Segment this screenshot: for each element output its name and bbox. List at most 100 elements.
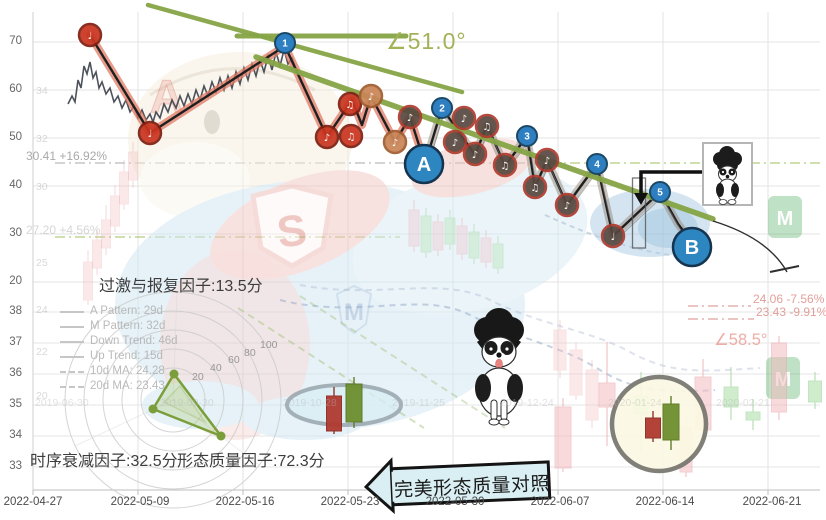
measure-box — [631, 177, 647, 249]
candle-body — [585, 369, 599, 421]
candle — [554, 398, 572, 472]
candle-body — [408, 209, 420, 247]
callout-arrow-joint — [391, 471, 401, 502]
trend-line — [253, 54, 716, 222]
radar-chart — [64, 291, 282, 509]
wave-marker — [77, 22, 103, 48]
candle-body — [745, 411, 761, 421]
radar-ring — [83, 310, 263, 490]
legend-swatch — [60, 356, 84, 358]
dog-mascot-large — [474, 308, 524, 426]
radar-spoke — [172, 291, 178, 401]
candle-body — [492, 243, 504, 269]
dog-mascot-box — [702, 142, 753, 206]
pattern-compare-ellipse — [285, 383, 403, 427]
wave-marker — [492, 152, 518, 178]
candle-body — [808, 380, 822, 403]
pivot-number-label: 3 — [524, 132, 530, 143]
candle — [553, 320, 567, 378]
wave-marker — [314, 124, 340, 150]
wave-marker — [462, 141, 488, 167]
radar-spoke — [172, 399, 260, 466]
wave-marker — [358, 83, 384, 109]
candle — [808, 372, 822, 409]
candle — [745, 399, 761, 430]
superhero-dog-watermark: S — [115, 52, 588, 440]
radar-polygon — [151, 372, 223, 438]
candle-body — [432, 221, 444, 251]
callout-arrow — [363, 457, 552, 515]
pivot-number-badge — [274, 32, 296, 54]
callout-arrow-body — [388, 460, 552, 507]
music-note-icon: ♫ — [483, 122, 492, 133]
candle — [119, 160, 129, 210]
candle-body — [420, 215, 432, 253]
radar-vertex-dot — [216, 431, 226, 441]
candle — [83, 250, 93, 305]
green-logo-letter: M — [777, 208, 794, 230]
highlight-over-layer — [285, 374, 709, 474]
radar-ring — [102, 329, 244, 471]
trend-line-layer — [145, 2, 716, 222]
candle — [432, 214, 444, 256]
candle — [92, 230, 102, 275]
candle-body — [554, 406, 572, 469]
candle — [645, 411, 661, 442]
radar-polygon-inner — [162, 384, 208, 424]
music-note-icon: ♫ — [346, 100, 355, 111]
trend-dashed-green-2 — [299, 295, 506, 429]
wave-marker — [337, 91, 363, 117]
music-note-icon: ♫ — [531, 183, 540, 194]
pivot-number-label: 2 — [439, 104, 445, 115]
pivot-number-badge — [586, 153, 608, 175]
m-badge-pentagon — [335, 284, 373, 335]
price-line-layer — [67, 46, 296, 125]
hero-head-outline — [149, 67, 316, 97]
radar-vertex-dot — [169, 369, 179, 379]
pivot-number-label: 1 — [282, 39, 288, 50]
hero-arm-right — [352, 165, 588, 315]
m-badge-letter: M — [344, 299, 364, 326]
music-note-icon: ♪ — [544, 156, 550, 167]
m-pattern-watermark: M — [335, 284, 373, 335]
candle — [456, 218, 468, 260]
wave-marker — [474, 113, 500, 139]
wave-marker — [137, 120, 163, 146]
hero-badge-letter: S — [274, 205, 310, 258]
hero-badge-pentagon — [250, 183, 334, 269]
candle — [408, 200, 420, 252]
hero-badge: S — [250, 183, 334, 269]
candle-body — [662, 403, 680, 441]
pivot-number-badge — [649, 181, 671, 203]
annotation-layer — [631, 170, 800, 273]
candle-body — [468, 231, 480, 259]
music-note-icon: ♫ — [501, 161, 510, 172]
candle — [444, 210, 456, 250]
candle-body — [771, 342, 787, 413]
candle-body — [645, 417, 661, 439]
green-logo-top: M — [768, 196, 802, 238]
ma-dashed-curve-1 — [279, 299, 716, 393]
candle-body — [444, 217, 456, 245]
candle — [662, 396, 680, 450]
wave-marker — [534, 147, 560, 173]
music-note-icon: ♪ — [564, 201, 570, 212]
candle-body — [598, 382, 616, 408]
wave-marker — [451, 105, 477, 131]
drop-arrow-line — [639, 170, 704, 193]
candle-body — [119, 171, 129, 205]
candles-faded-layer — [83, 142, 822, 477]
wave-marker — [397, 104, 423, 130]
candle — [345, 377, 363, 428]
legend-swatch — [60, 341, 84, 343]
music-note-icon: ♫ — [347, 132, 356, 143]
candle-body — [128, 151, 138, 181]
wave-marker — [442, 129, 468, 155]
candle-body — [569, 349, 583, 396]
letter-badge-label: A — [417, 154, 431, 176]
letter-badge-label: B — [685, 237, 699, 259]
music-note-icon: ♩ — [88, 31, 93, 42]
wave-marker — [382, 129, 408, 155]
radar-ring — [64, 291, 282, 509]
